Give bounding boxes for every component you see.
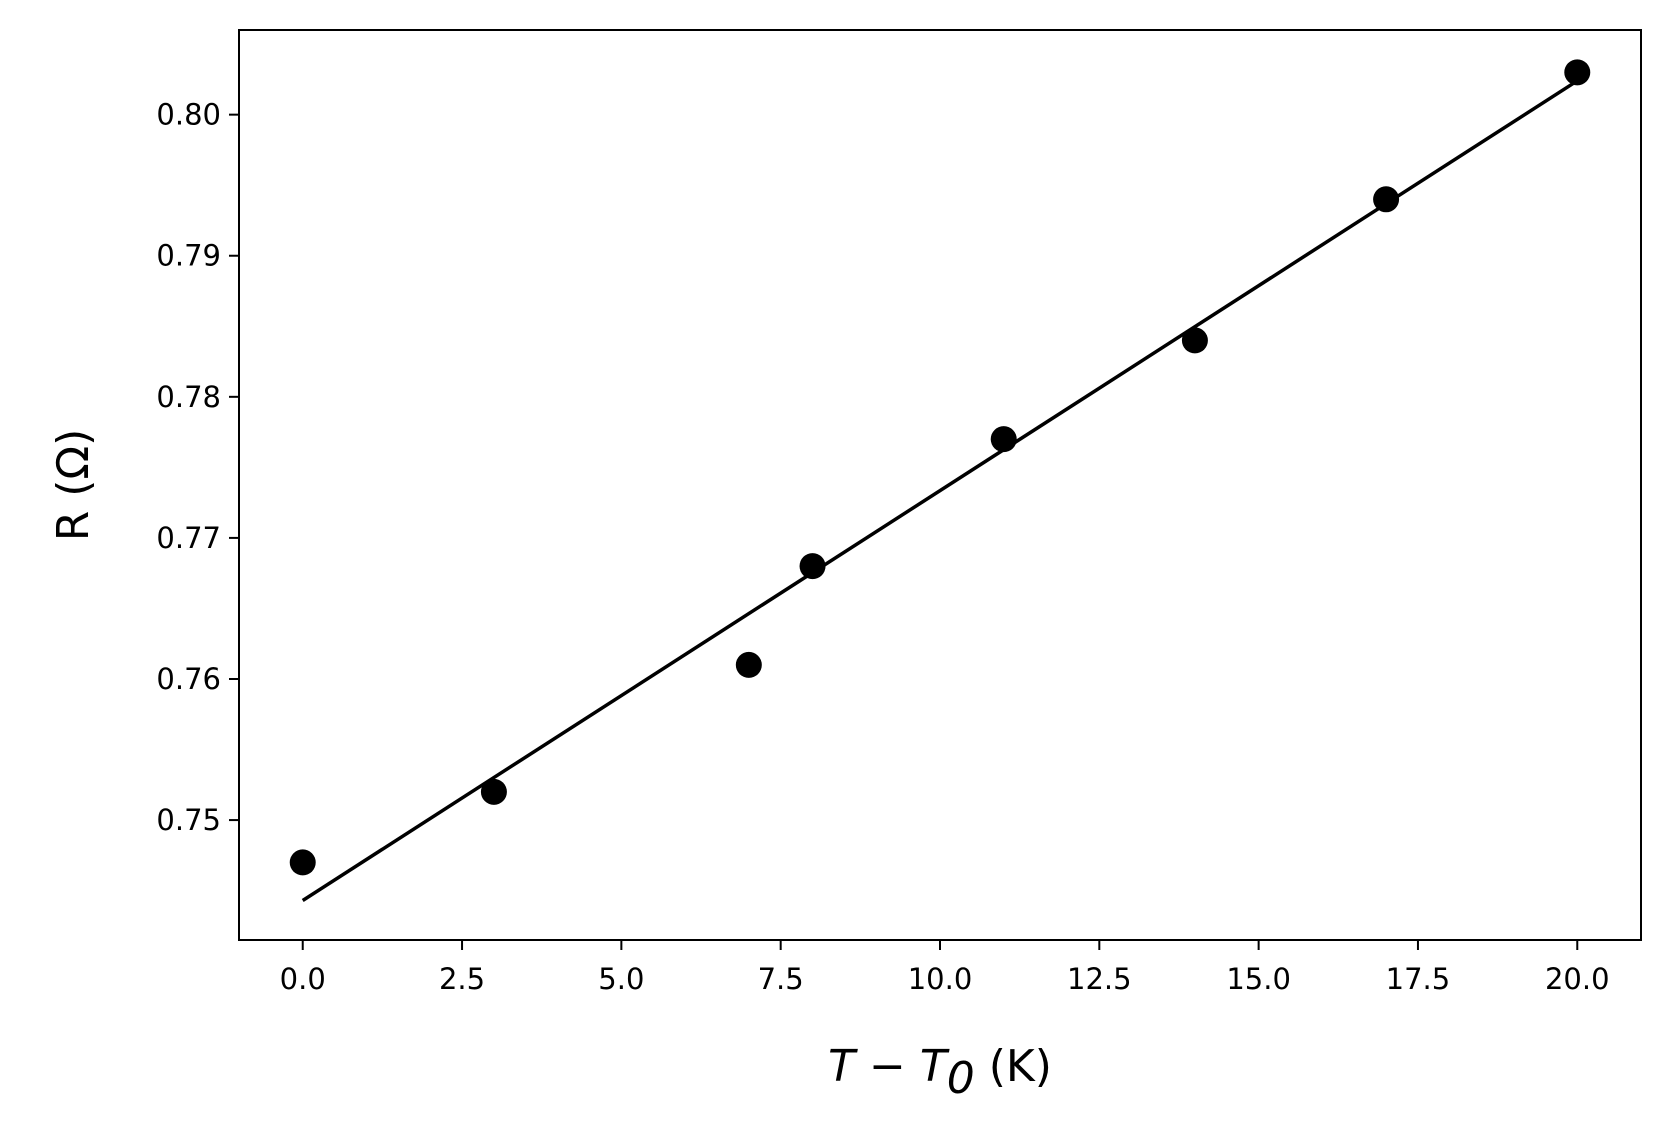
data-point xyxy=(1373,186,1400,213)
y-tick-label: 0.75 xyxy=(156,803,221,837)
data-point xyxy=(990,426,1017,453)
x-tick-label: 2.5 xyxy=(439,962,485,996)
y-axis-ticks: 0.75 0.76 0.77 0.78 0.79 0.80 xyxy=(156,98,239,837)
y-tick-label: 0.77 xyxy=(156,521,221,555)
x-axis-ticks: 0.0 2.5 5.0 7.5 10.0 12.5 15.0 17.5 20.0 xyxy=(280,940,1610,996)
data-point xyxy=(480,778,507,805)
x-tick-label: 20.0 xyxy=(1545,962,1610,996)
data-points xyxy=(289,59,1591,876)
x-tick-label: 10.0 xyxy=(908,962,973,996)
fit-line-group xyxy=(301,79,1579,902)
x-tick-label: 17.5 xyxy=(1386,962,1451,996)
data-point xyxy=(735,651,762,678)
fit-line xyxy=(301,79,1579,902)
x-tick-label: 5.0 xyxy=(598,962,644,996)
y-tick-label: 0.76 xyxy=(156,662,221,696)
y-axis-label: R (Ω) xyxy=(48,429,99,542)
x-tick-label: 12.5 xyxy=(1067,962,1132,996)
data-point xyxy=(1181,327,1208,354)
y-tick-label: 0.79 xyxy=(156,239,221,273)
data-point xyxy=(289,849,316,876)
y-tick-label: 0.78 xyxy=(156,380,221,414)
x-tick-label: 7.5 xyxy=(758,962,804,996)
x-axis-label: T − T0 (K) xyxy=(828,1041,1052,1104)
plot-frame xyxy=(238,29,1642,941)
x-tick-label: 0.0 xyxy=(280,962,326,996)
data-point xyxy=(799,553,826,580)
y-tick-label: 0.80 xyxy=(156,98,221,132)
data-point xyxy=(1564,59,1591,86)
x-tick-label: 15.0 xyxy=(1226,962,1291,996)
